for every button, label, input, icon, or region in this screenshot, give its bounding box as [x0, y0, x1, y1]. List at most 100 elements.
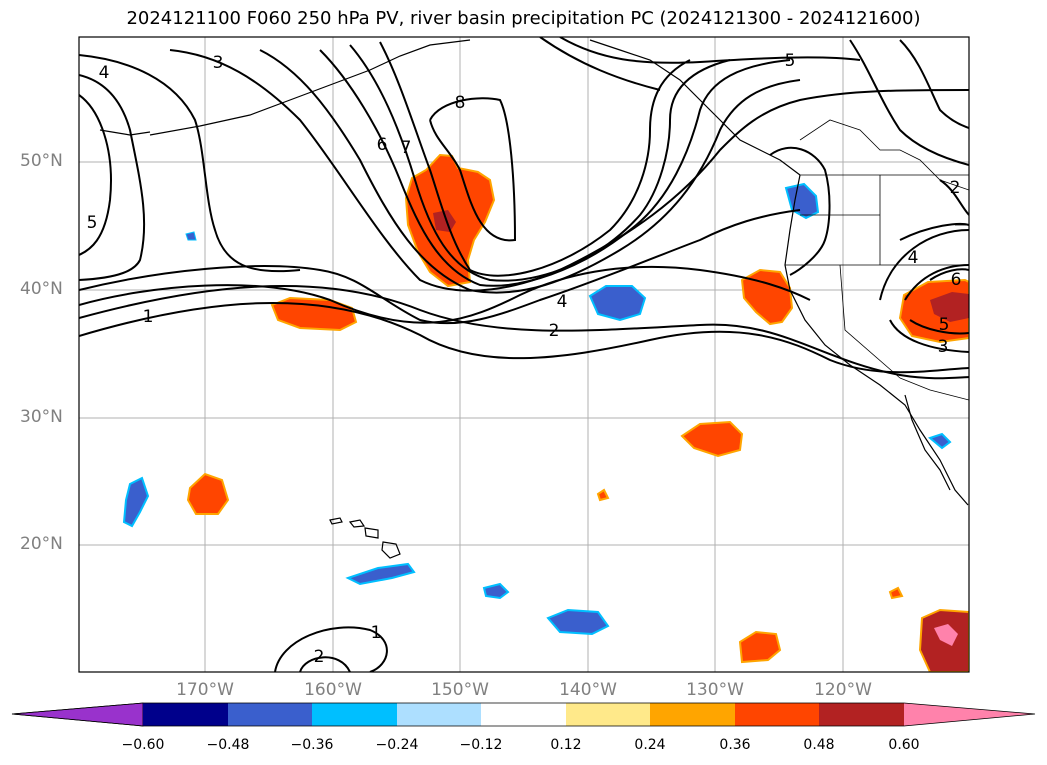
- contour-label: 4: [99, 63, 110, 83]
- contour-label: 2: [314, 647, 325, 667]
- coast-alaska-peninsula: [149, 39, 471, 136]
- contour-pv-7: [379, 41, 691, 277]
- map-frame: [78, 36, 970, 673]
- contour-label: 5: [785, 51, 796, 71]
- colorbar-bin: [735, 703, 819, 726]
- contour-pv-8: [429, 97, 517, 242]
- pv-contours: [79, 37, 969, 672]
- precip-patch-ca-coast: [740, 268, 794, 326]
- contour-pv-5: [319, 49, 791, 287]
- precip-patch-south-orange: [738, 630, 782, 664]
- border-canada-1: [799, 119, 969, 191]
- contour-pv-basin-6: [929, 268, 969, 281]
- contour-pv-ne-1: [939, 179, 969, 216]
- border-state-4: [839, 264, 901, 379]
- lon-label-160w: 160°W: [304, 680, 362, 700]
- contour-pv-3-west: [79, 54, 301, 273]
- contour-label: 5: [87, 213, 98, 233]
- contour-pv-6: [349, 44, 731, 282]
- colorbar-tick-label: 0.24: [634, 737, 666, 753]
- coast-baja: [904, 394, 951, 491]
- contour-label: 2: [950, 178, 961, 198]
- contour-pv-4-north: [539, 37, 661, 91]
- colorbar-bin: [143, 703, 228, 726]
- colorbar-extend-left: [11, 702, 144, 727]
- coast-hawaii-1: [329, 517, 343, 525]
- contour-label: 6: [951, 270, 962, 290]
- map-title: 2024121100 F060 250 hPa PV, river basin …: [126, 8, 921, 29]
- coastlines: [99, 39, 969, 559]
- contour-pv-4: [259, 49, 801, 294]
- contour-pv-2: [79, 265, 811, 324]
- contour-pv-basin-3: [879, 229, 969, 301]
- contour-pv-south-2: [299, 656, 351, 672]
- precip-patch-south-blue: [546, 608, 610, 636]
- precip-patch-tiny-2: [185, 231, 197, 241]
- contour-label: 5: [939, 315, 950, 335]
- lon-label-120w: 120°W: [814, 680, 872, 700]
- lat-label-50n: 50°N: [20, 151, 63, 171]
- contour-pv-3b: [169, 49, 969, 292]
- precip-patch-central-pacific: [270, 296, 358, 332]
- precip-patch-offshore-blue: [588, 285, 647, 322]
- contour-pv-1: [79, 284, 969, 380]
- coast-hawaii-4: [381, 541, 401, 559]
- lat-label-20n: 20°N: [20, 534, 63, 554]
- lat-label-30n: 30°N: [20, 407, 63, 427]
- contour-labels: 4 3 5 6 7 8 5 2 1 4 2 3 5 6 4 1 2: [87, 51, 962, 667]
- colorbar-bin: [650, 703, 735, 726]
- colorbar-tick-label: −0.24: [375, 737, 419, 753]
- colorbar-tick-label: −0.60: [121, 737, 165, 753]
- contour-pv-basin-5b: [909, 319, 969, 335]
- contour-label: 6: [377, 135, 388, 155]
- colorbar-tick-label: −0.12: [459, 737, 503, 753]
- contour-label: 2: [549, 321, 560, 341]
- precip-patch-washington-blue: [784, 182, 820, 220]
- contour-pv-basin-5: [904, 264, 969, 301]
- colorbar-tick-label: 0.12: [550, 737, 582, 753]
- precip-patch-baja-blue: [927, 432, 952, 450]
- contour-pv-5-west: [79, 94, 112, 256]
- border-us-mexico: [899, 377, 969, 401]
- lat-label-40n: 40°N: [20, 279, 63, 299]
- colorbar-tick-label: 0.60: [888, 737, 920, 753]
- contour-label: 4: [557, 292, 568, 312]
- precip-patch-gulf-alaska-core: [433, 210, 456, 232]
- coast-aleutians: [99, 129, 151, 136]
- colorbar-tick-label: −0.48: [206, 737, 250, 753]
- contour-label: 3: [938, 337, 949, 357]
- lon-label-150w: 150°W: [431, 680, 489, 700]
- contour-pv-south-1: [274, 626, 388, 672]
- lon-label-170w: 170°W: [176, 680, 234, 700]
- colorbar-bin: [312, 703, 397, 726]
- colorbar-outline: [11, 702, 1036, 727]
- precip-patch-great-basin-core: [930, 292, 969, 322]
- precip-patch-hawaii-blue: [345, 562, 416, 586]
- contour-pv-5-north: [559, 37, 861, 64]
- coast-alaska-south: [589, 39, 801, 176]
- colorbar-bin: [819, 703, 904, 726]
- precip-patch-west-orange: [186, 472, 230, 515]
- contour-pv-basin-3b: [889, 319, 969, 353]
- contour-pv-right-2: [849, 39, 969, 166]
- lon-label-130w: 130°W: [686, 680, 744, 700]
- contour-label: 3: [213, 53, 224, 73]
- borders: [785, 119, 969, 401]
- gridlines: [79, 37, 969, 672]
- colorbar-tick-label: 0.36: [719, 737, 751, 753]
- contour-pv-right-1: [899, 39, 969, 129]
- precip-patch-tiny-3: [888, 586, 904, 600]
- precip-patch-sw-corner-pink: [934, 624, 958, 646]
- colorbar-bin: [481, 703, 566, 726]
- colorbar: [11, 702, 1036, 727]
- contour-label: 7: [401, 138, 412, 158]
- colorbar-tick-label: −0.36: [290, 737, 334, 753]
- coast-hawaii-3: [364, 527, 379, 539]
- colorbar-bin: [228, 703, 312, 726]
- contour-pv-4-west: [79, 74, 146, 281]
- precip-patch-west-blue: [122, 476, 150, 528]
- precip-patch-tiny-1: [596, 488, 610, 502]
- contour-pv-3: [79, 209, 801, 325]
- coast-west-us: [784, 174, 969, 506]
